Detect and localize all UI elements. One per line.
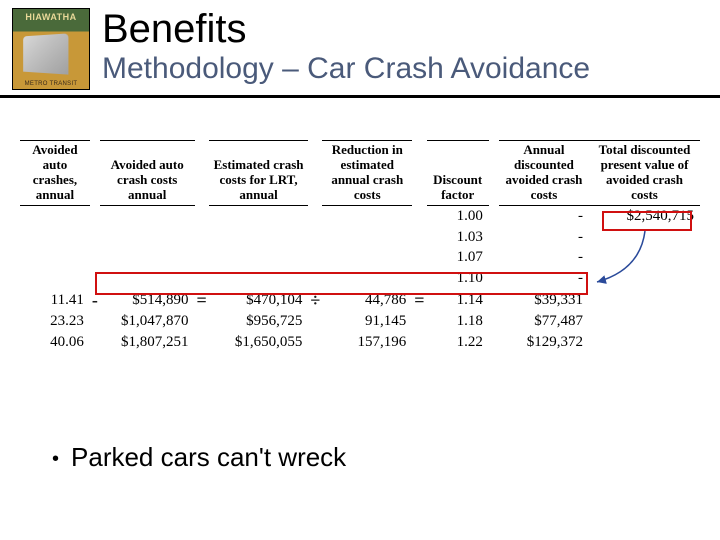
col-header: Annual discounted avoided crash costs [499,141,589,206]
table-row: 1.10 - [20,268,700,289]
table-row-highlighted: 11.41 - $514,890 = $470,104 ÷ 44,786 = 1… [20,289,700,312]
train-icon [23,33,68,74]
table-row: 1.07 - [20,247,700,268]
table-row: 23.23 $1,047,870 $956,725 91,145 1.18 $7… [20,311,700,332]
equals-operator: = [412,289,426,312]
bullet-dot-icon: • [52,448,59,471]
equals-operator: = [195,289,209,312]
bullet-point: • Parked cars can't wreck [52,442,346,473]
minus-operator: - [90,289,100,312]
col-header: Avoided auto crashes, annual [20,141,90,206]
col-header: Reduction in estimated annual crash cost… [322,141,412,206]
col-header: Estimated crash costs for LRT, annual [209,141,309,206]
table-row: 1.00 - $2,540,715 [20,205,700,226]
data-table-region: Avoided auto crashes, annual Avoided aut… [20,140,700,353]
page-title: Benefits [102,8,708,50]
col-header: Discount factor [427,141,489,206]
hiawatha-logo [12,8,90,90]
col-header: Total discounted present value of avoide… [589,141,700,206]
bullet-text: Parked cars can't wreck [71,442,346,472]
table-row: 1.03 - [20,227,700,248]
divide-operator: ÷ [308,289,322,312]
table-row: 40.06 $1,807,251 $1,650,055 157,196 1.22… [20,332,700,353]
col-header: Avoided auto crash costs annual [100,141,195,206]
table-body: 1.00 - $2,540,715 1.03 - 1.07 - [20,205,700,353]
crash-avoidance-table: Avoided auto crashes, annual Avoided aut… [20,140,700,353]
slide-header: Benefits Methodology – Car Crash Avoidan… [0,0,720,98]
title-block: Benefits Methodology – Car Crash Avoidan… [102,8,708,85]
page-subtitle: Methodology – Car Crash Avoidance [102,52,708,85]
